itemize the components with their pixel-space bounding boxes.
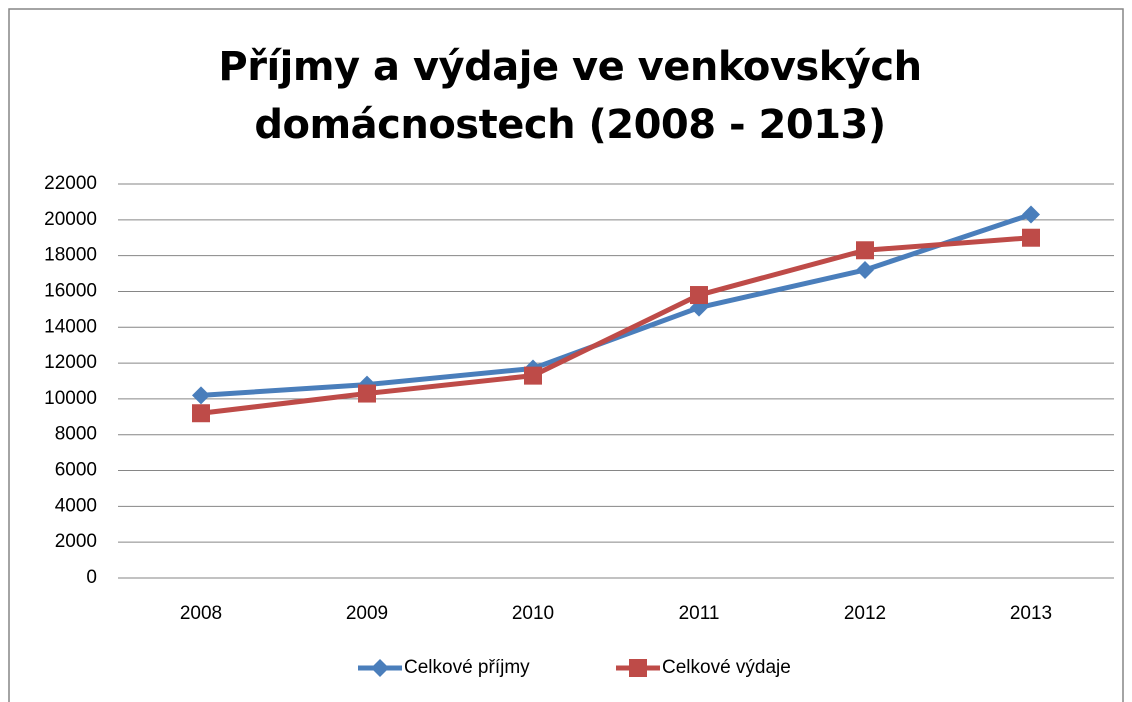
marker (856, 260, 874, 279)
y-tick-label: 10000 (44, 388, 97, 409)
marker (629, 659, 647, 677)
y-tick-label: 20000 (44, 209, 97, 230)
chart-title: Příjmy a výdaje ve venkovských domácnost… (218, 44, 922, 148)
y-tick-label: 8000 (55, 424, 97, 445)
marker (856, 241, 874, 260)
y-tick-label: 4000 (55, 495, 97, 516)
marker (524, 366, 542, 385)
y-tick-label: 0 (86, 567, 97, 588)
marker (371, 659, 389, 677)
y-tick-label: 22000 (44, 173, 97, 194)
marker (1022, 205, 1040, 224)
x-tick-label: 2013 (1010, 603, 1052, 624)
y-tick-label: 6000 (55, 460, 97, 481)
y-tick-label: 14000 (44, 316, 97, 337)
x-tick-label: 2008 (180, 603, 222, 624)
series-line (200, 235, 1032, 416)
y-tick-label: 12000 (44, 352, 97, 373)
x-tick-label: 2010 (512, 603, 554, 624)
marker (1022, 228, 1040, 247)
x-tick-label: 2009 (346, 603, 388, 624)
x-tick-label: 2012 (844, 603, 886, 624)
series-line (200, 212, 1032, 398)
marker (358, 384, 376, 403)
y-tick-label: 2000 (55, 531, 97, 552)
marker (192, 404, 210, 423)
y-tick-label: 16000 (44, 280, 97, 301)
legend-label: Celkové příjmy (404, 657, 530, 678)
y-tick-label: 18000 (44, 245, 97, 266)
marker (690, 286, 708, 305)
chart-frame (8, 8, 1124, 702)
legend-label: Celkové výdaje (662, 657, 791, 678)
marker (192, 386, 210, 405)
x-tick-label: 2011 (679, 603, 720, 624)
